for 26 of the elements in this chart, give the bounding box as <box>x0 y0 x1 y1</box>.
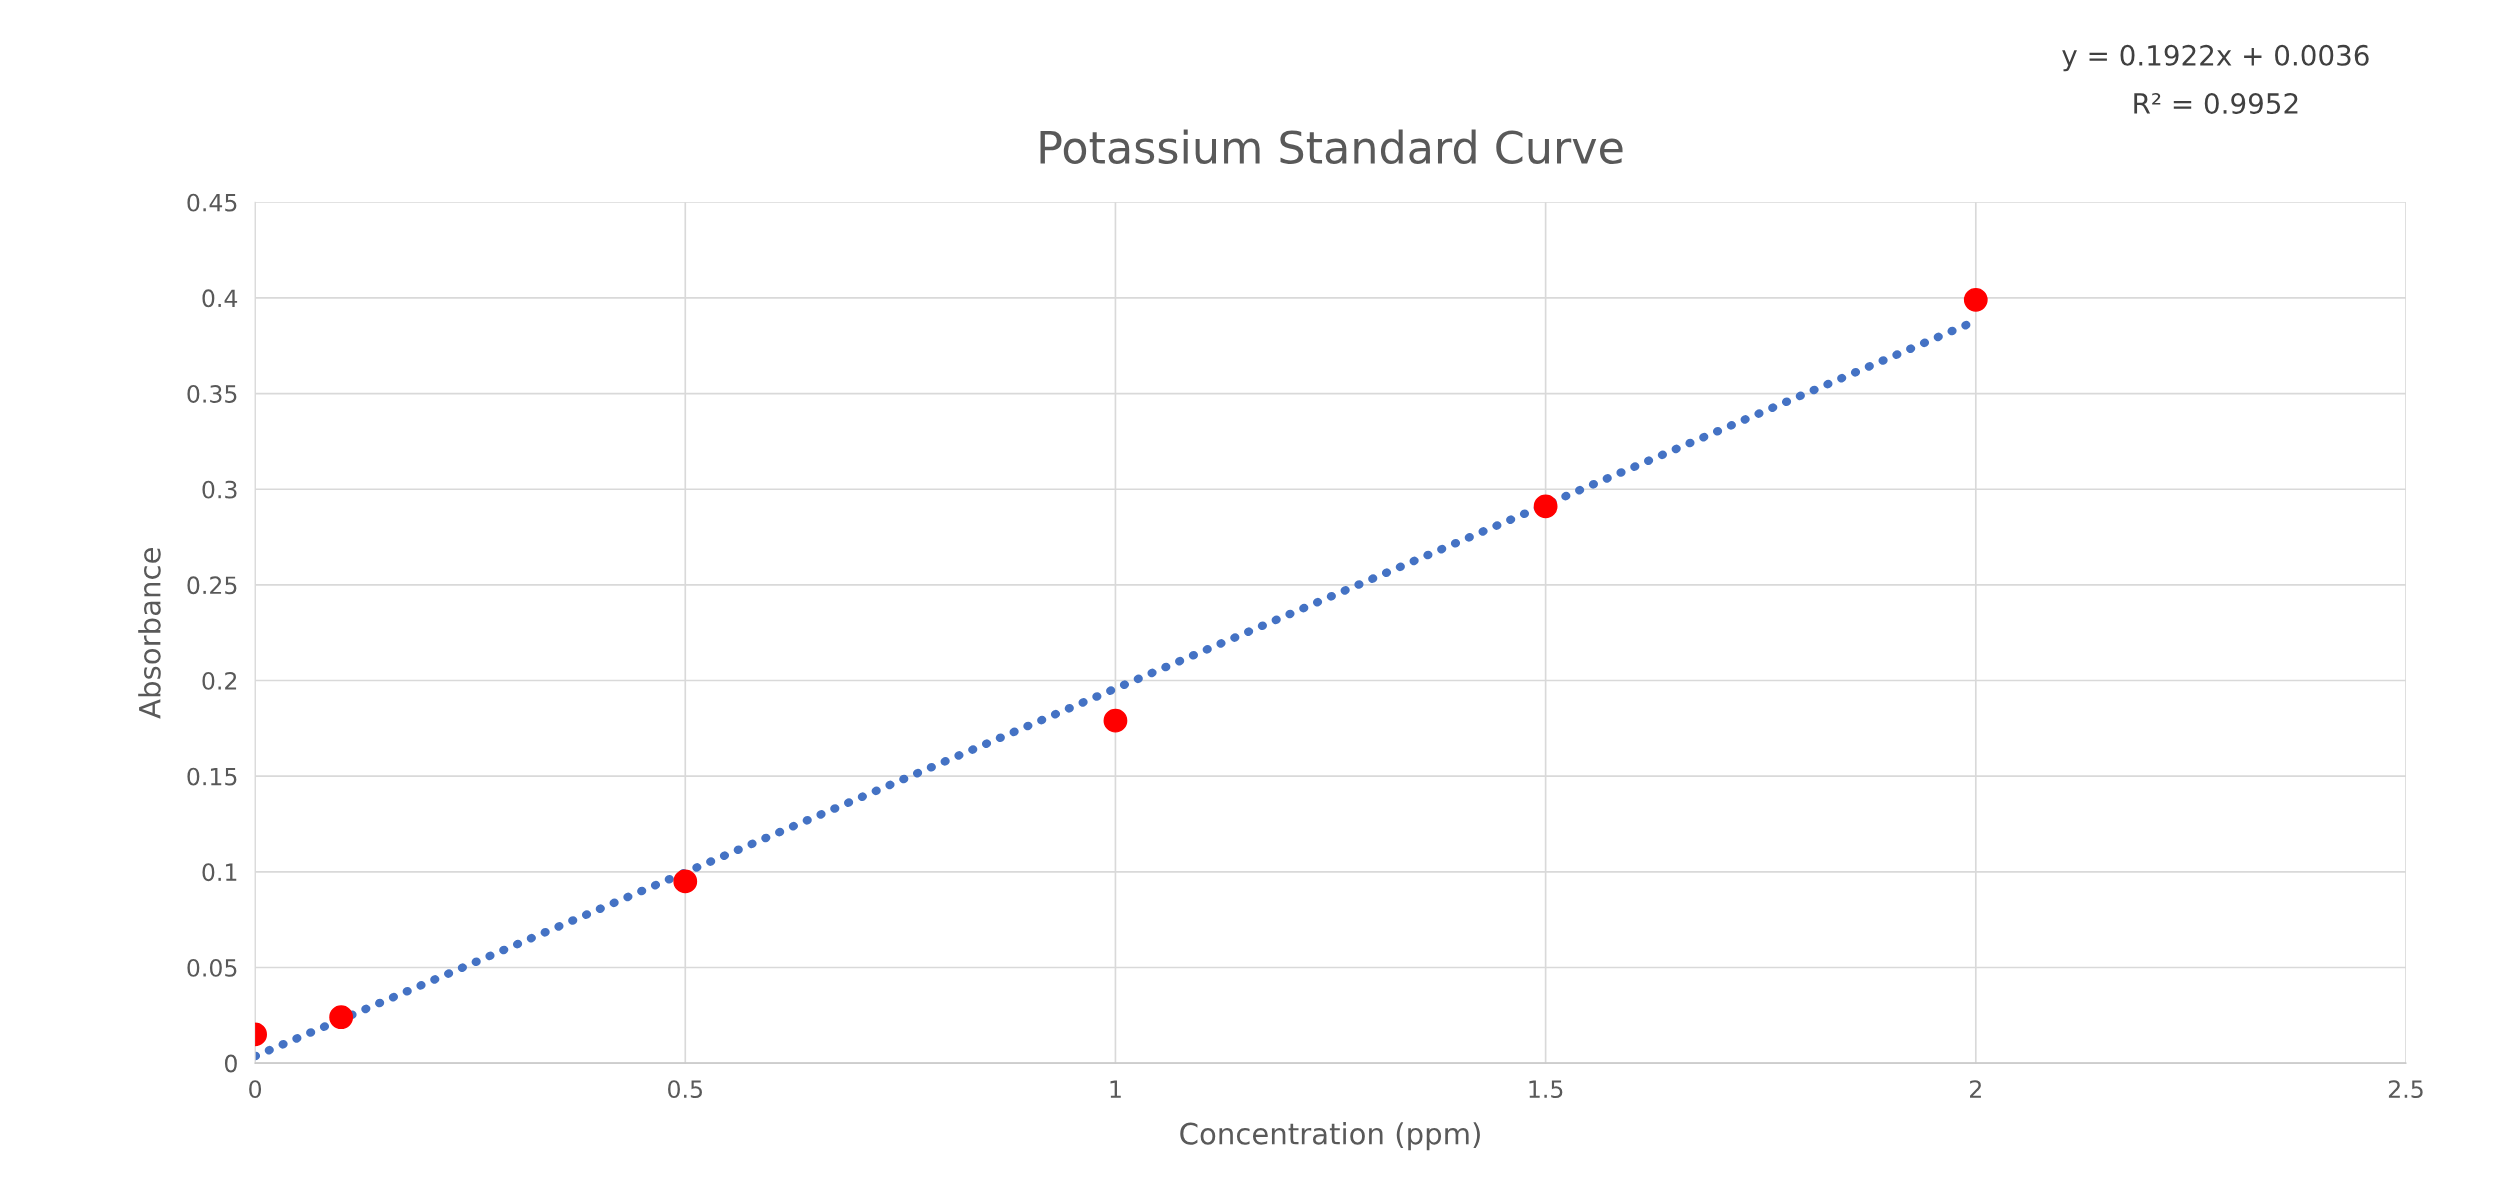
x-tick-label: 1 <box>1110 1080 1121 1098</box>
chart-title: Potassium Standard Curve <box>1040 129 1623 165</box>
x-tick-label: 0 <box>249 1080 262 1099</box>
y-tick-label: 0.45 <box>187 193 237 212</box>
point <box>673 869 698 894</box>
x-axis-title: Concentration (ppm) <box>1180 1122 1480 1151</box>
x-tick-label: 1.5 <box>1529 1080 1563 1099</box>
y-axis-title: Absorbance <box>138 548 161 719</box>
y-tick-label: 0.4 <box>202 289 238 308</box>
y-tick-label: 0 <box>224 1054 237 1073</box>
x-tick-label: 2 <box>1970 1080 1981 1098</box>
x-tick-label: 0.5 <box>668 1080 702 1099</box>
point <box>1963 287 1988 312</box>
point <box>329 1005 354 1030</box>
point <box>1103 708 1128 733</box>
y-tick-label: 0.15 <box>187 767 237 786</box>
text: y = 0.1922x + 0.0036 <box>2062 44 2369 72</box>
y-tick-label: 0.25 <box>187 576 237 595</box>
y-tick-label: 0.3 <box>202 480 237 499</box>
text: R² = 0.9952 <box>2134 93 2298 115</box>
y-tick-label: 0.35 <box>187 385 237 403</box>
y-tick-label: 0.2 <box>202 671 237 690</box>
y-tick-label: 0.05 <box>187 958 237 977</box>
x-tick-label: 2.5 <box>2388 1080 2423 1099</box>
y-tick-label: 0.1 <box>202 863 237 882</box>
point <box>1533 494 1558 519</box>
